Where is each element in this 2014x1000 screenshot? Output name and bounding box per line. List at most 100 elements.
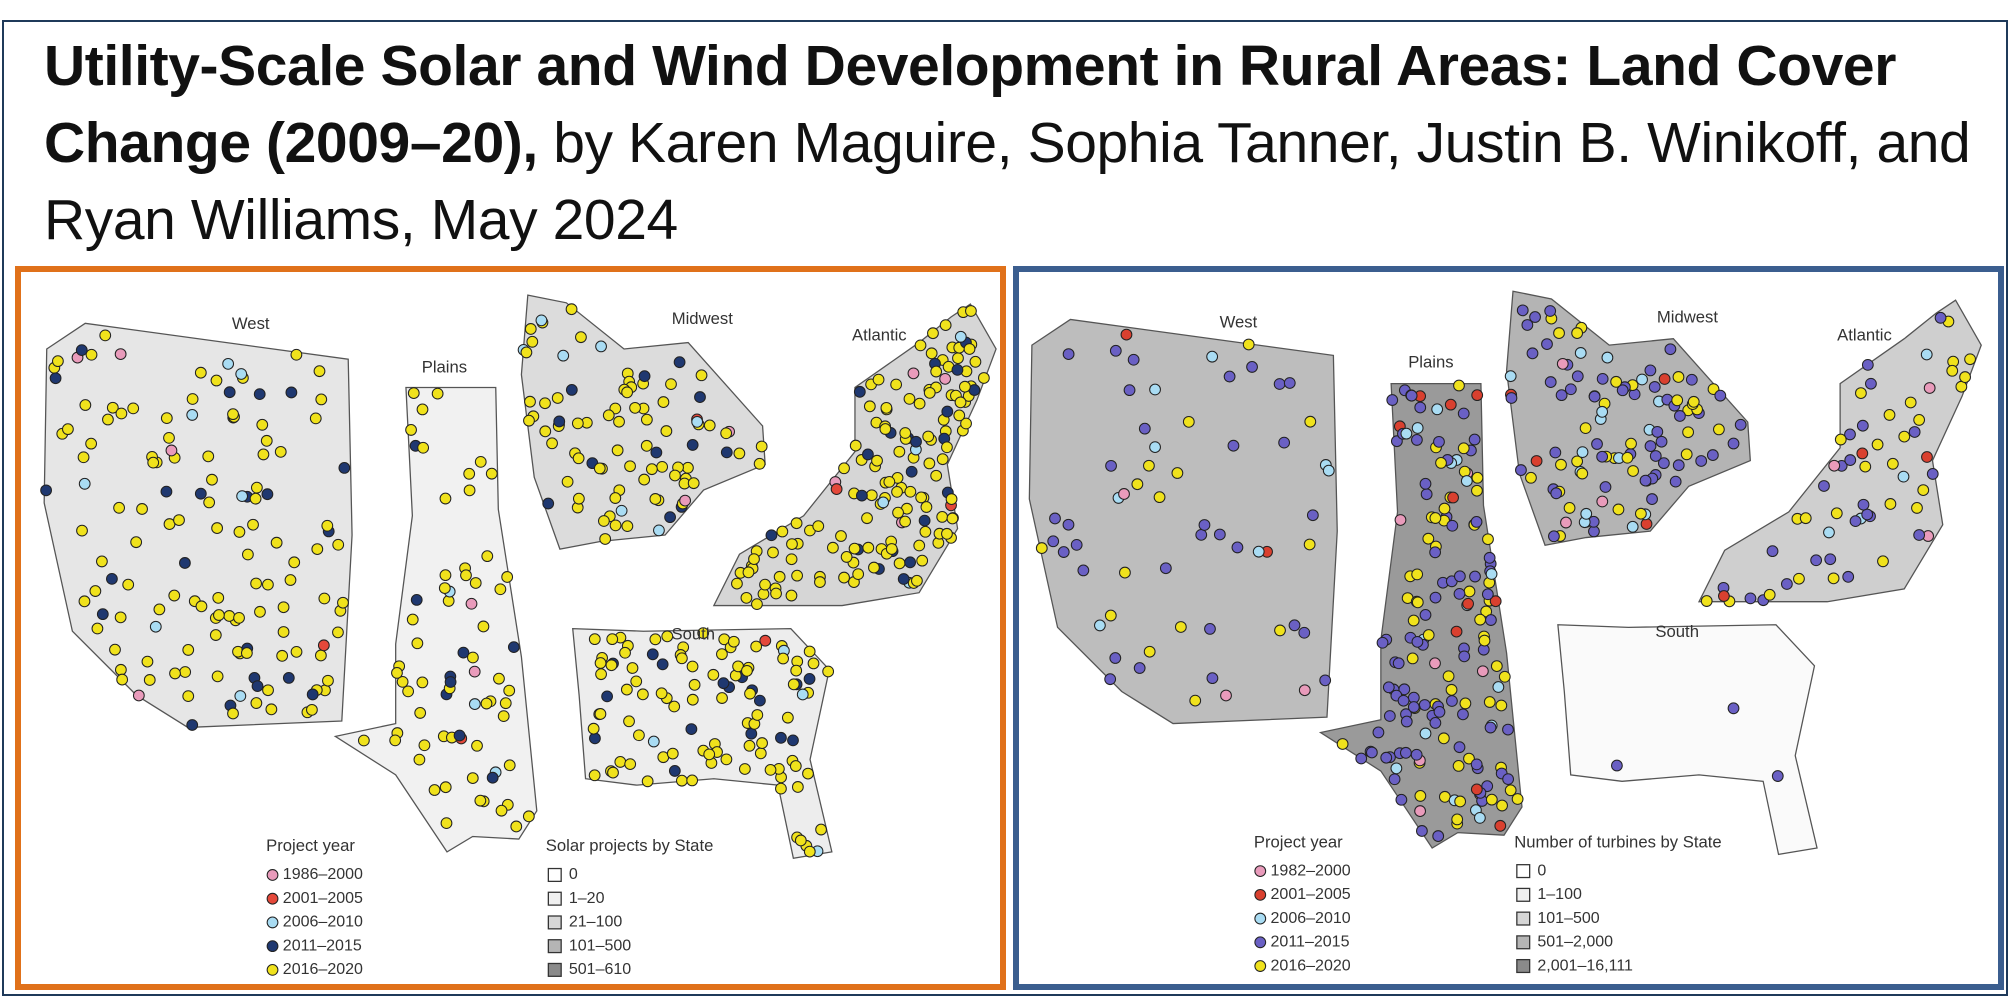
project-dot	[915, 491, 928, 504]
project-dot	[963, 343, 976, 355]
project-dot	[261, 488, 274, 501]
project-dot	[743, 739, 756, 752]
project-dot	[621, 520, 634, 533]
project-dot	[1492, 681, 1505, 693]
project-dot	[114, 348, 127, 361]
project-dot	[1669, 475, 1682, 488]
project-dot	[1563, 502, 1576, 514]
shading-label: 1–100	[1537, 885, 1582, 903]
project-dot	[1471, 484, 1483, 497]
project-dot	[1252, 545, 1265, 558]
project-dot	[254, 605, 266, 618]
project-dot	[1717, 590, 1730, 602]
project-dot	[250, 697, 263, 709]
project-dot	[510, 820, 523, 833]
legend-label: 2001–2005	[1271, 885, 1351, 903]
project-dot	[1473, 811, 1486, 824]
project-dot	[262, 684, 274, 697]
project-dot	[561, 475, 574, 488]
project-dot	[1484, 721, 1497, 734]
legend-label: 2006–2010	[283, 913, 363, 931]
project-dot	[1763, 588, 1776, 601]
project-dot	[1411, 635, 1424, 648]
project-dot	[1714, 389, 1727, 402]
region-label: South	[672, 624, 716, 643]
project-dot	[1153, 491, 1166, 504]
project-dot	[835, 530, 847, 542]
project-dot	[1227, 439, 1240, 452]
project-dot	[849, 439, 862, 452]
legend-title: Project year	[266, 836, 355, 855]
project-dot	[1946, 364, 1959, 377]
project-dot	[524, 395, 536, 408]
project-dot	[1198, 519, 1211, 531]
project-dot	[539, 425, 552, 438]
project-dot	[777, 652, 790, 665]
project-dot	[1687, 395, 1700, 408]
project-dot	[862, 541, 875, 554]
project-dot	[1672, 371, 1685, 383]
project-dot	[520, 346, 533, 359]
project-dot	[477, 620, 490, 633]
project-dot	[1482, 533, 1494, 546]
project-dot	[106, 572, 118, 585]
project-dot	[468, 665, 481, 678]
project-dot	[96, 555, 108, 568]
project-dot	[290, 348, 303, 361]
project-dot	[1392, 657, 1405, 670]
project-dot	[1204, 622, 1216, 635]
project-dot	[838, 462, 850, 475]
project-dot	[1143, 459, 1155, 472]
project-dot	[1626, 520, 1639, 533]
project-dot	[332, 626, 344, 639]
region-label: Plains	[1408, 352, 1453, 371]
project-dot	[1511, 793, 1524, 805]
project-dot	[619, 646, 631, 659]
project-dot	[168, 589, 181, 602]
project-dot	[314, 649, 327, 662]
project-dot	[1695, 455, 1708, 467]
project-dot	[920, 501, 933, 513]
shading-swatch	[547, 891, 562, 906]
shading-swatch	[1516, 958, 1531, 974]
project-dot	[1485, 614, 1497, 626]
project-dot	[615, 504, 628, 517]
project-dot	[485, 467, 498, 480]
project-dot	[1453, 379, 1465, 392]
project-dot	[764, 763, 777, 776]
project-dot	[905, 465, 918, 478]
project-dot	[1712, 423, 1725, 436]
project-dot	[337, 596, 349, 609]
project-dot	[899, 427, 912, 439]
project-dot	[1182, 415, 1195, 428]
project-dot	[953, 409, 966, 422]
project-dot	[958, 380, 971, 393]
project-dot	[460, 569, 472, 582]
project-dot	[153, 603, 166, 616]
project-dot	[665, 378, 677, 391]
project-dot	[1429, 546, 1442, 559]
project-dot	[1105, 459, 1117, 472]
title-bold: Utility-Scale Solar and Wind Development…	[44, 34, 1896, 175]
project-dot	[149, 620, 162, 633]
project-dot	[892, 506, 904, 519]
project-dot	[212, 591, 225, 604]
project-dot	[431, 387, 444, 400]
project-dot	[410, 594, 423, 606]
project-dot	[755, 440, 768, 453]
shading-label: 2,001–16,111	[1537, 956, 1633, 974]
project-dot	[389, 734, 402, 747]
project-dot	[357, 734, 370, 747]
project-dot	[1365, 746, 1378, 759]
project-dot	[1886, 457, 1899, 470]
project-dot	[1490, 660, 1503, 673]
project-dot	[1411, 434, 1423, 446]
project-dot	[1077, 564, 1090, 577]
region	[1557, 624, 1818, 856]
project-dot	[474, 455, 487, 468]
project-dot	[1405, 389, 1418, 402]
project-dot	[315, 393, 328, 406]
shading-label: 101–500	[569, 936, 631, 954]
project-dot	[1934, 311, 1947, 324]
